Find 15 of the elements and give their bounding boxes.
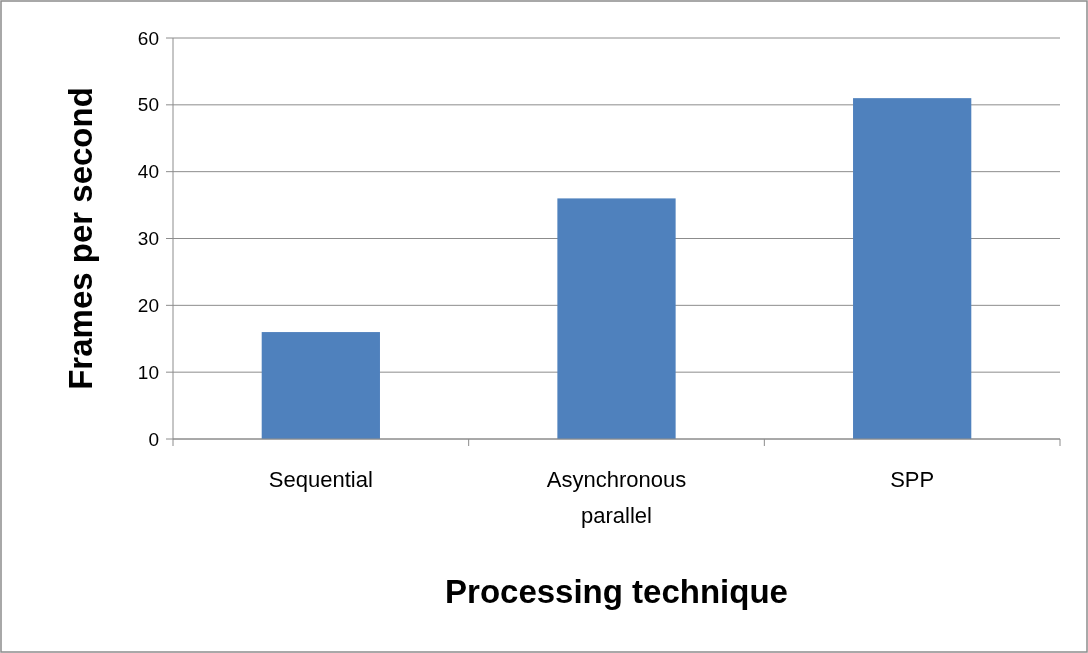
y-tick-label: 30 — [137, 228, 159, 250]
bar — [557, 198, 676, 439]
y-tick-label: 40 — [137, 161, 159, 183]
x-tick-label: Asynchronous parallel — [546, 467, 687, 528]
x-tick-label: Sequential — [268, 467, 373, 492]
x-tick-label: SPP — [890, 467, 935, 492]
y-axis-title: Frames per second — [62, 87, 99, 390]
bar — [261, 332, 380, 439]
y-tick-label: 10 — [137, 361, 159, 383]
y-tick-label: 60 — [137, 27, 159, 49]
x-axis-title: Processing technique — [445, 573, 788, 610]
bar — [853, 98, 972, 439]
y-tick-label: 50 — [137, 94, 159, 116]
y-tick-label: 20 — [137, 294, 159, 316]
y-tick-label: 0 — [148, 428, 159, 450]
